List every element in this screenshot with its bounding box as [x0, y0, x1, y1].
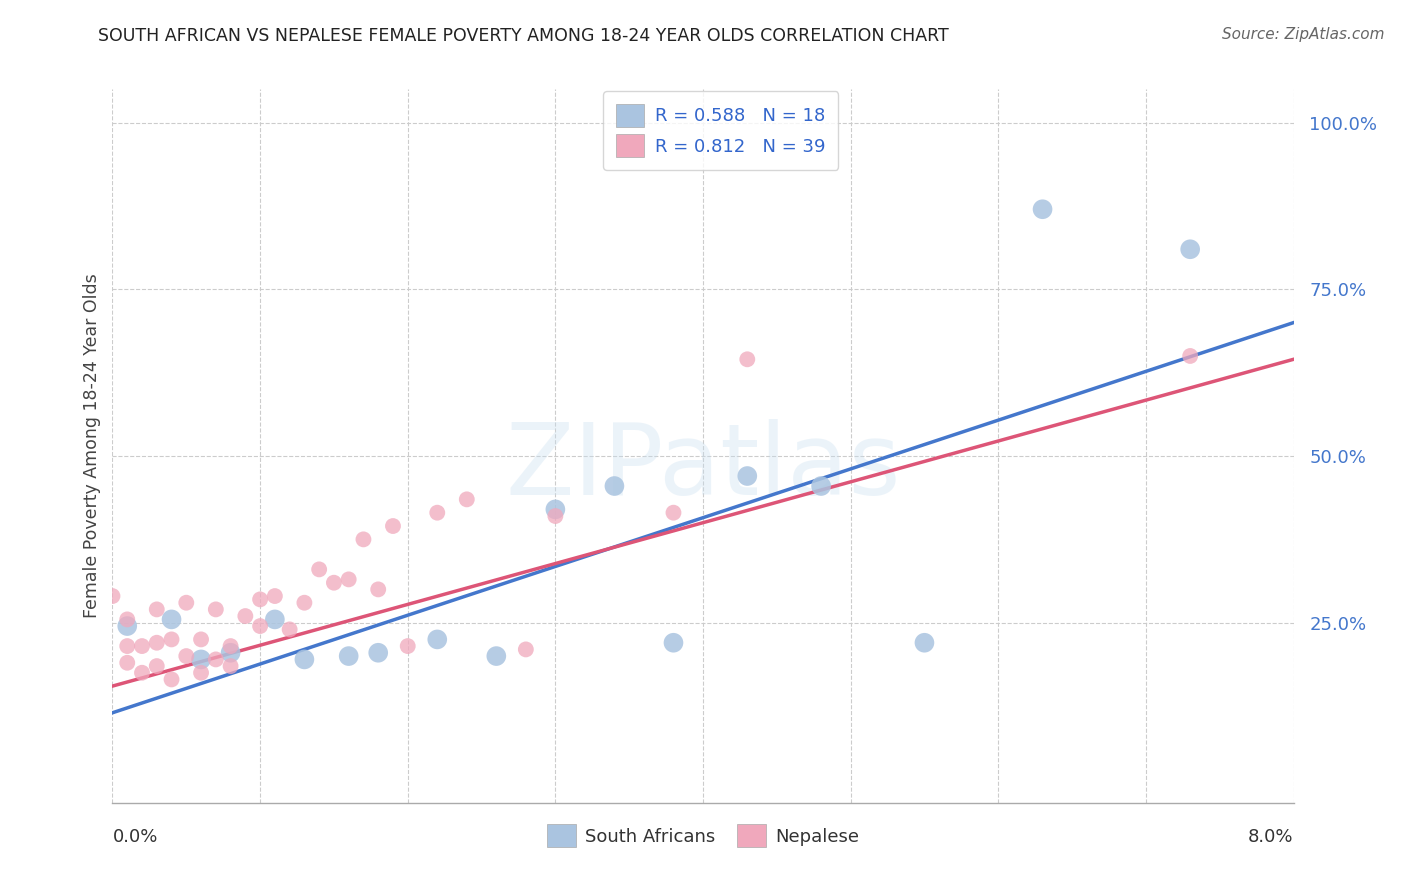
Point — [515, 642, 537, 657]
Point — [190, 665, 212, 680]
Point — [219, 646, 242, 660]
Point — [160, 632, 183, 647]
Point — [544, 509, 567, 524]
Point — [323, 575, 346, 590]
Text: ZIPatlas: ZIPatlas — [505, 419, 901, 516]
Point — [603, 479, 626, 493]
Point — [737, 352, 759, 367]
Point — [264, 612, 287, 626]
Point — [352, 533, 374, 547]
Point — [117, 656, 138, 670]
Point — [456, 492, 478, 507]
Point — [382, 519, 405, 533]
Point — [1032, 202, 1054, 217]
Point — [219, 659, 242, 673]
Text: Source: ZipAtlas.com: Source: ZipAtlas.com — [1222, 27, 1385, 42]
Point — [308, 562, 330, 576]
Point — [367, 582, 389, 597]
Point — [426, 506, 449, 520]
Point — [810, 479, 832, 493]
Point — [914, 636, 936, 650]
Point — [205, 652, 228, 666]
Point — [117, 639, 138, 653]
Point — [292, 596, 315, 610]
Point — [662, 506, 685, 520]
Point — [146, 602, 169, 616]
Point — [367, 646, 389, 660]
Point — [249, 619, 271, 633]
Point — [249, 592, 271, 607]
Point — [1178, 242, 1201, 256]
Point — [174, 596, 197, 610]
Point — [278, 623, 301, 637]
Point — [544, 502, 567, 516]
Point — [205, 602, 228, 616]
Point — [146, 636, 169, 650]
Point — [160, 612, 183, 626]
Point — [174, 649, 197, 664]
Y-axis label: Female Poverty Among 18-24 Year Olds: Female Poverty Among 18-24 Year Olds — [83, 274, 101, 618]
Point — [396, 639, 419, 653]
Text: 8.0%: 8.0% — [1249, 828, 1294, 846]
Point — [292, 652, 315, 666]
Legend: South Africans, Nepalese: South Africans, Nepalese — [540, 817, 866, 855]
Point — [101, 589, 124, 603]
Point — [160, 673, 183, 687]
Point — [117, 619, 138, 633]
Text: SOUTH AFRICAN VS NEPALESE FEMALE POVERTY AMONG 18-24 YEAR OLDS CORRELATION CHART: SOUTH AFRICAN VS NEPALESE FEMALE POVERTY… — [98, 27, 949, 45]
Point — [219, 639, 242, 653]
Point — [662, 636, 685, 650]
Text: 0.0%: 0.0% — [112, 828, 157, 846]
Point — [146, 659, 169, 673]
Point — [337, 649, 360, 664]
Point — [337, 573, 360, 587]
Point — [190, 632, 212, 647]
Point — [1178, 349, 1201, 363]
Point — [131, 639, 153, 653]
Point — [737, 469, 759, 483]
Point — [485, 649, 508, 664]
Point — [190, 652, 212, 666]
Point — [117, 612, 138, 626]
Point — [233, 609, 256, 624]
Point — [426, 632, 449, 647]
Point — [131, 665, 153, 680]
Point — [264, 589, 287, 603]
